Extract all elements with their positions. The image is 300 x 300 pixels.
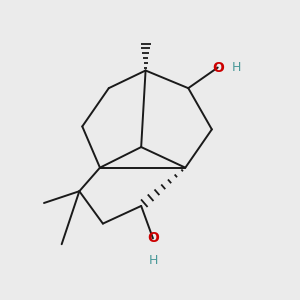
Text: O: O <box>147 231 159 245</box>
Text: O: O <box>212 61 224 75</box>
Text: H: H <box>148 254 158 267</box>
Text: H: H <box>232 61 242 74</box>
